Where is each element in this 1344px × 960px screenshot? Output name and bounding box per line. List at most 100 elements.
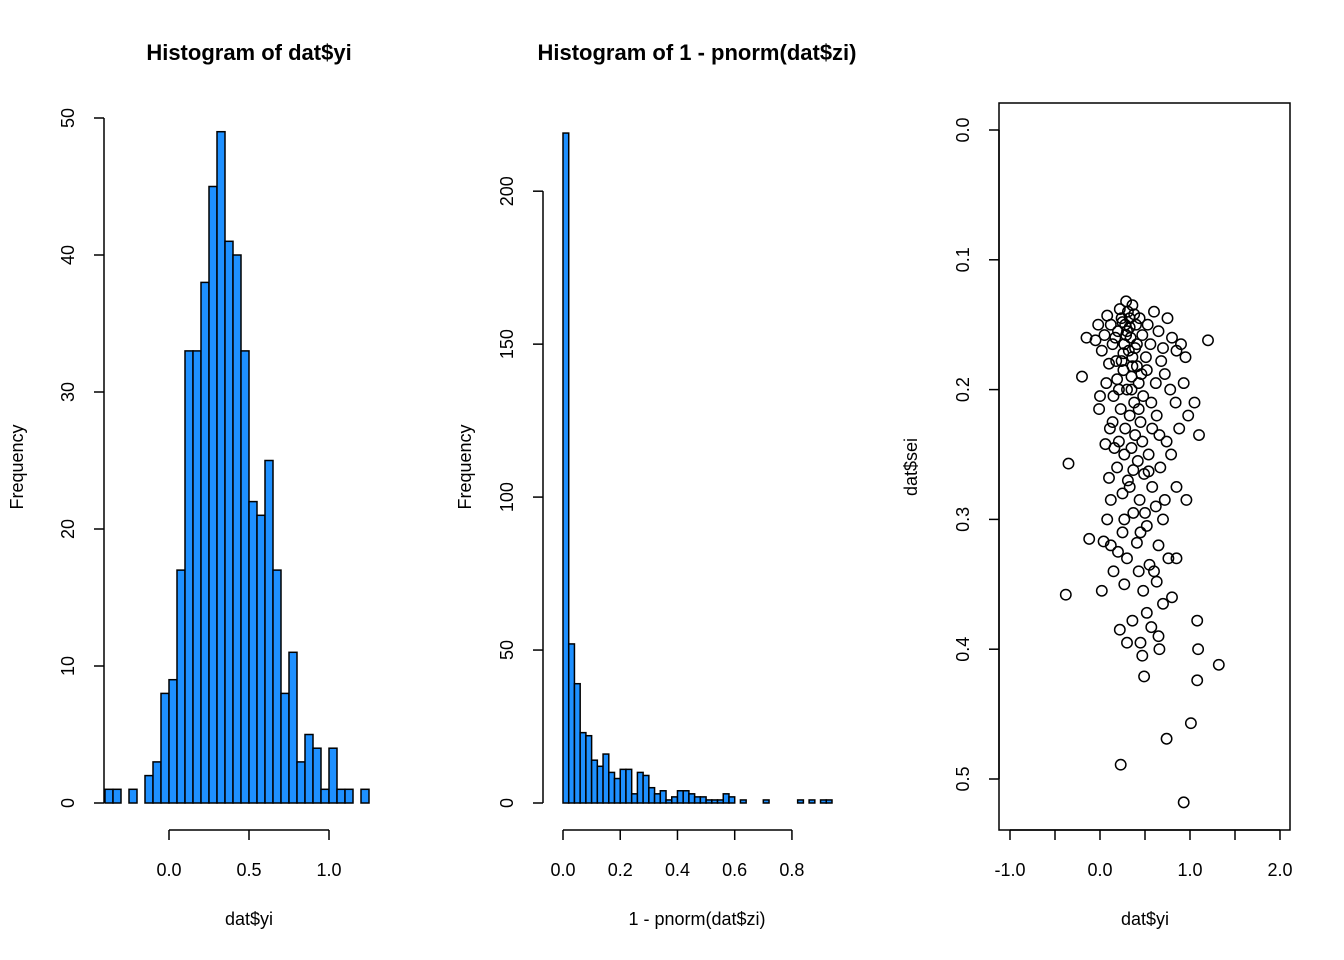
histogram-bar xyxy=(304,733,314,804)
scatter-point xyxy=(1137,584,1150,597)
histogram-bar xyxy=(200,281,210,804)
scatter-point xyxy=(1123,409,1136,422)
histogram-bar xyxy=(705,799,713,804)
scatter-point xyxy=(1193,429,1205,441)
scatter-point xyxy=(1076,370,1088,383)
scatter-point xyxy=(1129,429,1142,441)
y-tick-label: 0.1 xyxy=(953,247,973,272)
panel3-y-label: dat$sei xyxy=(901,438,921,496)
scatter-point xyxy=(1103,422,1116,435)
scatter-point xyxy=(1164,383,1177,396)
scatter-point xyxy=(1152,539,1165,552)
scatter-point xyxy=(1175,338,1187,351)
x-tick-label: 0.0 xyxy=(550,860,575,880)
histogram-bar xyxy=(360,788,370,804)
scatter-point xyxy=(1184,717,1197,730)
histogram-bar xyxy=(636,771,644,804)
x-tick-label: 0.0 xyxy=(1087,860,1112,880)
scatter-point xyxy=(1161,312,1174,325)
scatter-point xyxy=(1136,329,1149,342)
scatter-point xyxy=(1101,309,1114,322)
histogram-bar xyxy=(280,692,290,804)
scatter-point xyxy=(1104,493,1117,506)
scatter-point xyxy=(1112,383,1125,396)
scatter-point xyxy=(1129,342,1142,355)
histogram-bar xyxy=(152,761,162,804)
scatter-point xyxy=(1148,305,1160,318)
scatter-point xyxy=(1192,643,1205,656)
scatter-point xyxy=(1177,796,1190,809)
histogram-bar xyxy=(716,799,725,804)
scatter-point xyxy=(1095,344,1108,357)
scatter-point xyxy=(1166,331,1178,344)
scatter-point xyxy=(1104,539,1117,552)
x-tick-label: 2.0 xyxy=(1267,860,1292,880)
histogram-bar xyxy=(256,514,266,804)
histogram-bar xyxy=(573,682,581,804)
histogram-bar xyxy=(665,799,673,804)
y-tick-label: 10 xyxy=(58,656,78,676)
y-tick-label: 0.3 xyxy=(953,507,973,532)
scatter-point xyxy=(1165,448,1178,461)
scatter-point xyxy=(1126,360,1139,373)
scatter-point xyxy=(1212,658,1225,671)
histogram-bar xyxy=(224,240,234,804)
histogram-bar xyxy=(711,799,719,804)
scatter-point xyxy=(1155,355,1168,367)
scatter-point xyxy=(1121,552,1133,565)
histogram-bar xyxy=(688,793,696,804)
scatter-point xyxy=(1101,513,1114,526)
y-tick-label: 50 xyxy=(58,108,78,128)
scatter-point xyxy=(1118,448,1131,461)
scatter-point xyxy=(1188,396,1201,409)
scatter-point xyxy=(1126,299,1139,312)
scatter-point xyxy=(1157,597,1169,610)
scatter-point xyxy=(1140,606,1153,619)
panel2-title: Histogram of 1 - pnorm(dat$zi) xyxy=(537,40,856,65)
panel2-x-axis: 0.0 0.2 0.4 0.6 0.8 xyxy=(550,829,804,880)
histogram-bar xyxy=(579,731,587,804)
scatter-point xyxy=(1080,331,1093,344)
scatter-point xyxy=(1132,565,1145,578)
histogram-bar xyxy=(296,761,306,804)
scatter-point xyxy=(1146,481,1159,493)
scatter-point xyxy=(1133,312,1146,325)
scatter-point xyxy=(1145,621,1158,634)
scatter-point xyxy=(1139,351,1152,364)
scatter-point xyxy=(1179,351,1192,364)
histogram-bar xyxy=(653,793,662,804)
scatter-point xyxy=(1106,338,1119,351)
scatter-point xyxy=(1134,636,1147,649)
y-tick-label: 20 xyxy=(58,519,78,539)
histogram-bar xyxy=(728,796,736,804)
scatter-point xyxy=(1059,588,1072,601)
scatter-point xyxy=(1173,422,1186,435)
scatter-point xyxy=(1110,355,1123,367)
scatter-point xyxy=(1142,448,1155,461)
histogram-bar xyxy=(613,777,621,804)
histogram-bar xyxy=(240,350,250,804)
histogram-bar xyxy=(619,768,627,804)
scatter-point xyxy=(1141,318,1154,331)
scatter-point xyxy=(1118,578,1131,591)
histogram-bar xyxy=(796,799,805,804)
scatter-point xyxy=(1121,474,1134,487)
y-tick-label: 40 xyxy=(58,245,78,265)
scatter-point xyxy=(1152,630,1165,643)
panel3-points xyxy=(1059,295,1225,809)
histogram-bar xyxy=(699,796,707,804)
panel3-y-axis: 0.0 0.1 0.2 0.3 0.4 0.5 xyxy=(953,117,1000,792)
histogram-bar xyxy=(184,350,194,804)
scatter-point xyxy=(1191,614,1204,627)
scatter-point xyxy=(1202,334,1214,347)
scatter-point xyxy=(1177,377,1190,390)
scatter-point xyxy=(1123,481,1136,493)
histogram-bar xyxy=(693,796,702,804)
histogram-bar xyxy=(739,799,747,804)
scatter-point xyxy=(1107,390,1120,403)
y-tick-label: 100 xyxy=(497,482,517,512)
x-tick-label: 0.5 xyxy=(236,860,261,880)
x-tick-label: 0.4 xyxy=(665,860,690,880)
y-tick-label: 0.4 xyxy=(953,637,973,662)
scatter-point xyxy=(1158,493,1171,506)
